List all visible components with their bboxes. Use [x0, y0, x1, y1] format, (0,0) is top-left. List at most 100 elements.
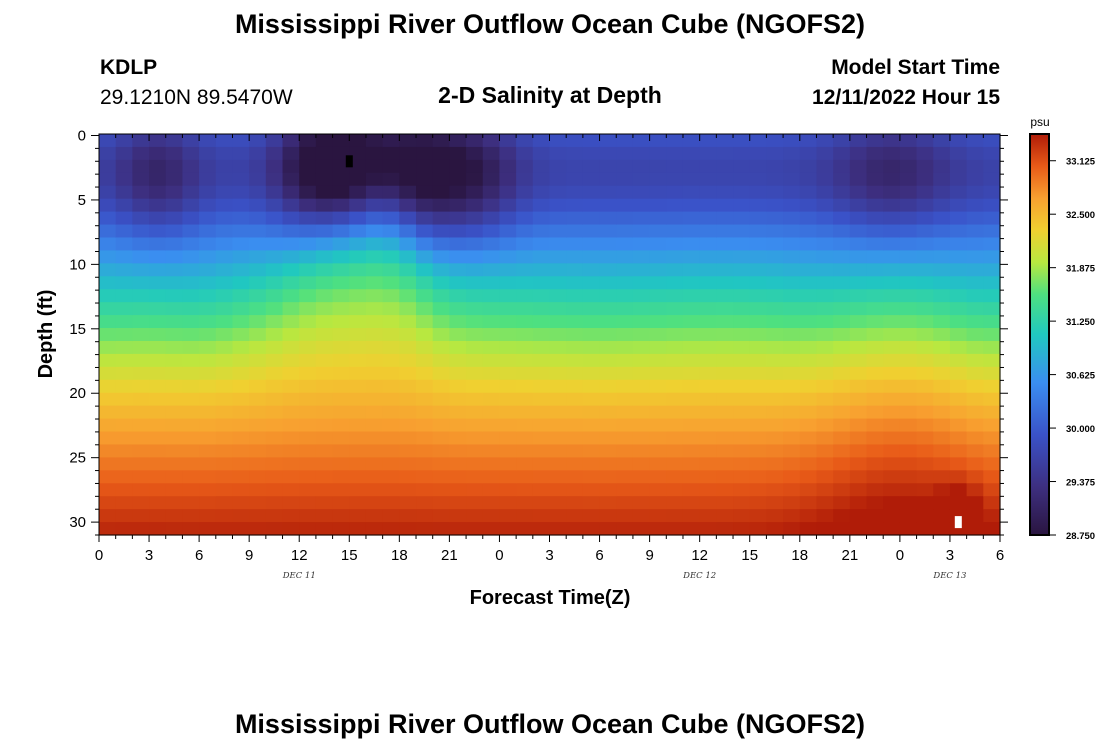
heatmap-cell	[249, 315, 267, 329]
heatmap-cell	[132, 353, 150, 368]
heatmap-cell	[849, 405, 868, 420]
heatmap-cell	[449, 198, 467, 213]
heatmap-cell	[365, 353, 384, 368]
heatmap-cell	[199, 392, 217, 407]
heatmap-cell	[749, 470, 768, 484]
heatmap-cell	[182, 366, 200, 381]
heatmap-cell	[432, 172, 450, 187]
heatmap-cell	[399, 522, 417, 536]
heatmap-cell	[315, 159, 334, 174]
heatmap-cell	[499, 315, 517, 329]
heatmap-cell	[599, 134, 617, 148]
heatmap-cell	[649, 496, 667, 510]
heatmap-cell	[249, 211, 267, 226]
heatmap-cell	[516, 418, 534, 433]
heatmap-cell	[482, 340, 501, 355]
heatmap-cell	[99, 289, 117, 303]
heatmap-cell	[132, 315, 150, 329]
colorbar-label: 31.875	[1066, 264, 1096, 275]
heatmap-cell	[265, 159, 284, 174]
heatmap-cell	[482, 444, 501, 458]
heatmap-cell	[582, 185, 601, 200]
date-label: DEC 11	[282, 571, 316, 581]
heatmap-cell	[682, 185, 701, 200]
heatmap-cell	[916, 328, 934, 342]
heatmap-cell	[749, 211, 768, 226]
heatmap-cell	[549, 289, 567, 303]
heatmap-cell	[199, 340, 217, 355]
heatmap-cell	[632, 302, 651, 316]
heatmap-cell	[482, 172, 501, 187]
chart-title: Mississippi River Outflow Ocean Cube (NG…	[234, 9, 866, 39]
heatmap-cell	[249, 198, 267, 213]
heatmap-cell	[249, 185, 267, 200]
heatmap-cell	[232, 263, 250, 277]
heatmap-cell	[733, 522, 751, 536]
heatmap-cell	[616, 172, 634, 187]
heatmap-cell	[349, 146, 367, 161]
heatmap-cell	[566, 146, 584, 161]
heatmap-cell	[132, 366, 150, 381]
heatmap-cell	[282, 263, 300, 277]
heatmap-cell	[466, 302, 484, 316]
heatmap-cell	[666, 470, 684, 484]
heatmap-cell	[265, 444, 284, 458]
heatmap-cell	[582, 483, 601, 497]
x-tick-label: 0	[495, 547, 503, 564]
heatmap-cell	[482, 211, 501, 226]
heatmap-cell	[332, 379, 350, 394]
heatmap-cell	[766, 353, 784, 368]
heatmap-cell	[933, 483, 951, 497]
heatmap-cell	[632, 237, 651, 252]
heatmap-cell	[549, 302, 567, 316]
heatmap-cell	[966, 328, 984, 342]
heatmap-cell	[199, 509, 217, 523]
heatmap-cell	[99, 431, 117, 446]
heatmap-cell	[599, 431, 617, 446]
heatmap-cell	[766, 315, 784, 329]
heatmap-cell	[516, 276, 534, 290]
y-tick-label: 20	[69, 385, 86, 402]
heatmap-cell	[365, 134, 384, 148]
heatmap-cell	[132, 198, 150, 213]
heatmap-cell	[332, 509, 350, 523]
heatmap-cell	[449, 276, 467, 290]
heatmap-cell	[282, 185, 300, 200]
heatmap-cell	[783, 496, 801, 510]
x-tick-label: 0	[95, 547, 103, 564]
heatmap-cell	[983, 328, 1001, 342]
heatmap-cell	[315, 457, 334, 471]
heatmap-cell	[249, 172, 267, 187]
heatmap-cell	[949, 159, 968, 174]
heatmap-cell	[883, 457, 901, 471]
heatmap-cell	[949, 224, 968, 239]
heatmap-cell	[265, 172, 284, 187]
heatmap-cell	[933, 302, 951, 316]
heatmap-cell	[549, 457, 567, 471]
heatmap-cell	[799, 315, 818, 329]
heatmap-cell	[949, 340, 968, 355]
heatmap-cell	[449, 496, 467, 510]
heatmap-cell	[432, 340, 450, 355]
heatmap-cell	[466, 405, 484, 420]
heatmap-cell	[783, 418, 801, 433]
heatmap-cell	[399, 315, 417, 329]
heatmap-cell	[382, 289, 400, 303]
heatmap-cell	[699, 263, 717, 277]
heatmap-cell	[315, 172, 334, 187]
heatmap-cell	[532, 405, 551, 420]
heatmap-cell	[866, 315, 884, 329]
heatmap-cell	[582, 392, 601, 407]
heatmap-cell	[766, 276, 784, 290]
heatmap-cell	[382, 276, 400, 290]
heatmap-cell	[315, 198, 334, 213]
heatmap-cell	[132, 340, 150, 355]
heatmap-cell	[699, 340, 717, 355]
heatmap-cell	[482, 483, 501, 497]
heatmap-cell	[649, 470, 667, 484]
heatmap-cell	[866, 379, 884, 394]
heatmap-cell	[182, 405, 200, 420]
heatmap-cell	[165, 392, 184, 407]
heatmap-cell	[232, 431, 250, 446]
heatmap-cell	[99, 237, 117, 252]
